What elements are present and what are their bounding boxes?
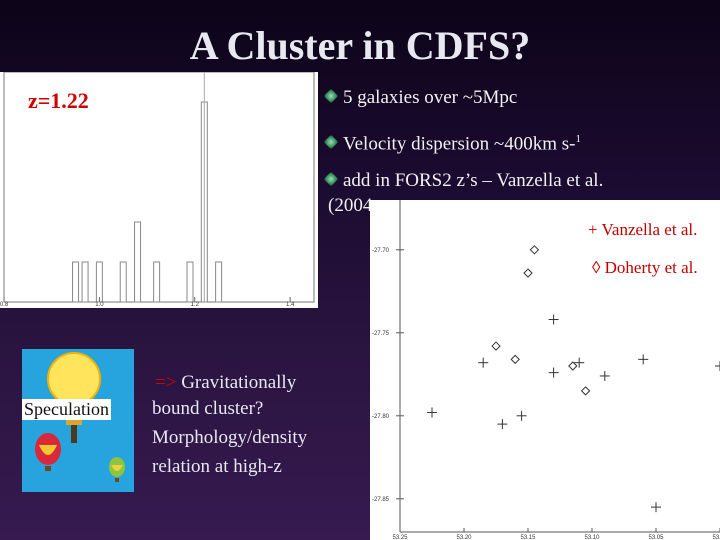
x-tick-label: 53.10 — [584, 535, 600, 540]
plus-point — [548, 367, 559, 378]
bullet-icon — [323, 88, 339, 104]
bullet-icon — [323, 171, 339, 187]
bullet-superscript: 1 — [575, 133, 581, 145]
plus-point — [427, 407, 437, 418]
plus-point — [651, 502, 661, 513]
histogram-tick-label: 0.8 — [0, 302, 9, 308]
y-tick-label: -27.75 — [372, 331, 390, 337]
histogram-tick-label: 1.4 — [286, 302, 295, 308]
histogram-bar — [186, 261, 194, 303]
bullet-text: Velocity dispersion ~400km s- — [343, 133, 576, 155]
speculation-point-1: => Gravitationally — [155, 368, 296, 397]
bullet-galaxies: 5 galaxies over ~5Mpc — [323, 87, 518, 109]
lightbulb-balloons-clipart: Speculation — [22, 349, 134, 492]
x-tick-label: 53.15 — [520, 535, 536, 540]
diamond-point — [491, 341, 501, 351]
plus-point — [574, 357, 585, 368]
x-tick-label: 53.05 — [648, 535, 664, 540]
histogram-plot: 0.8 1.0 1.2 1.4 — [0, 72, 315, 308]
plus-point — [599, 370, 610, 381]
bullet-text: 5 galaxies over ~5Mpc — [343, 87, 518, 108]
bullet-velocity: Velocity dispersion ~400km s-1 — [323, 128, 581, 155]
plus-point — [548, 314, 559, 325]
histogram-bar — [153, 261, 161, 303]
histogram-bar — [215, 261, 223, 303]
slide-title: A Cluster in CDFS? — [189, 23, 531, 68]
bullet-fors2: add in FORS2 z’s – Vanzella et al. — [323, 170, 604, 192]
plus-point — [715, 361, 720, 371]
position-scatter-plot: -27.70 -27.75 -27.80 -27.85 53.25 53.20 53.15 5… — [370, 200, 720, 540]
histogram-bar — [72, 261, 80, 303]
plus-point — [638, 354, 649, 365]
speculation-label: Speculation — [22, 399, 111, 420]
speculation-line-2: bound cluster? — [152, 398, 264, 419]
y-tick-label: -27.80 — [372, 414, 390, 420]
scatter-svg: -27.70 -27.75 -27.80 -27.85 53.25 53.20 53.15 5… — [372, 200, 720, 540]
x-tick-label: 53.20 — [456, 535, 472, 540]
lightbulb-icon — [35, 352, 125, 482]
x-tick-label: 53.00 — [712, 535, 720, 540]
diamond-point — [568, 361, 578, 371]
speculation-line-4: relation at high-z — [152, 456, 282, 477]
diamond-point — [523, 268, 533, 278]
arrow-symbol: => — [155, 372, 177, 393]
redshift-label: z=1.22 — [28, 88, 89, 113]
histogram-tick-label: 1.2 — [191, 302, 200, 308]
speculation-line-1: Gravitationally — [181, 372, 297, 393]
x-tick-label: 53.25 — [392, 535, 408, 540]
bullet-icon — [323, 135, 339, 150]
bullet-continuation: (2004 — [328, 195, 373, 216]
speculation-line-3: Morphology/density — [152, 427, 308, 448]
diamond-point — [529, 245, 540, 255]
histogram-bar — [95, 261, 103, 303]
histogram-tick-label: 1.0 — [95, 302, 104, 308]
y-tick-label: -27.85 — [372, 497, 390, 503]
plus-point — [497, 419, 508, 430]
histogram-bar — [119, 261, 127, 303]
legend-vanzella: + Vanzella et al. — [588, 220, 698, 239]
diamond-point — [580, 386, 591, 396]
y-tick-label: -27.70 — [372, 248, 390, 254]
plus-point — [516, 410, 527, 421]
diamond-point — [510, 354, 520, 365]
plus-point — [478, 357, 489, 368]
legend-doherty: ◊ Doherty et al. — [592, 258, 698, 277]
bullet-text: add in FORS2 z’s – Vanzella et al. — [343, 170, 604, 191]
histogram-bar — [81, 261, 89, 303]
histogram-bar — [134, 221, 142, 303]
redshift-histogram: 0.8 1.0 1.2 1.4 z=1.22 — [0, 72, 318, 308]
